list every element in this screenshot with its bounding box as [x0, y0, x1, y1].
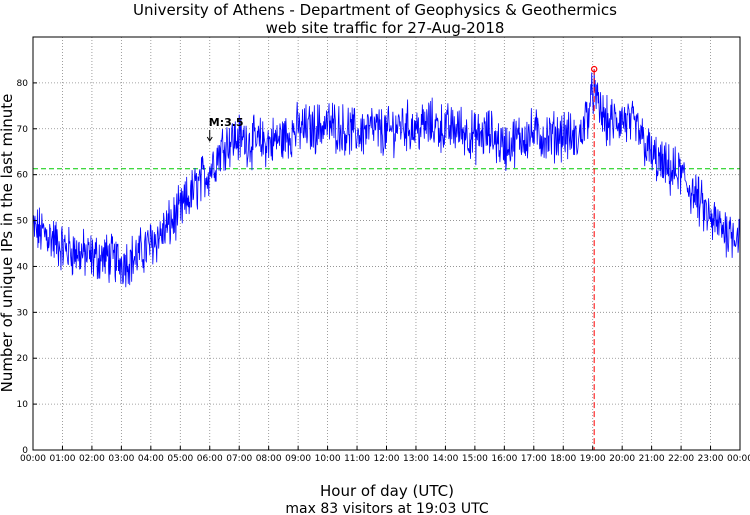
- x-tick-label: 02:00: [79, 454, 105, 464]
- x-tick-label: 18:00: [550, 454, 576, 464]
- x-tick-label: 14:00: [432, 454, 458, 464]
- y-tick-label: 70: [17, 125, 29, 135]
- event-annotation-label: M:3.5: [209, 116, 244, 129]
- x-tick-label: 13:00: [403, 454, 429, 464]
- x-tick-label: 17:00: [521, 454, 547, 464]
- y-tick-label: 0: [22, 446, 28, 456]
- x-axis-label: Hour of day (UTC): [320, 482, 454, 500]
- series-group: [32, 69, 741, 288]
- traffic-series-line: [32, 69, 741, 288]
- x-tick-label: 10:00: [315, 454, 341, 464]
- x-tick-label: 15:00: [462, 454, 488, 464]
- max-marker-point: [590, 65, 598, 73]
- x-tick-label: 23:00: [698, 454, 724, 464]
- y-tick-label: 30: [17, 308, 29, 318]
- y-tick-label: 20: [17, 354, 29, 364]
- y-tick-label: 80: [17, 79, 29, 89]
- y-tick-label: 60: [17, 171, 29, 181]
- x-tick-label: 19:00: [580, 454, 606, 464]
- y-tick-label: 10: [17, 400, 29, 410]
- x-tick-label: 21:00: [639, 454, 665, 464]
- x-tick-label: 01:00: [49, 454, 75, 464]
- x-tick-label: 06:00: [197, 454, 223, 464]
- x-tick-label: 00:00: [727, 454, 750, 464]
- grid: [33, 37, 740, 450]
- y-tick-label: 50: [17, 217, 29, 227]
- max-visitors-caption: max 83 visitors at 19:03 UTC: [285, 501, 488, 515]
- event-arrow-head: [206, 136, 213, 142]
- x-tick-label: 16:00: [491, 454, 517, 464]
- chart-title-line1: University of Athens - Department of Geo…: [133, 1, 617, 19]
- plot-area: [33, 37, 740, 450]
- x-ticks: 00:00 01:00 02:00 03:00 04:00 05:00 06:00 07:00…: [20, 446, 750, 464]
- x-tick-label: 03:00: [108, 454, 134, 464]
- max-marker-group: [590, 65, 598, 450]
- annotation-group: M:3.5: [206, 116, 244, 142]
- x-tick-label: 12:00: [374, 454, 400, 464]
- x-tick-label: 20:00: [609, 454, 635, 464]
- chart-title-line2: web site traffic for 27-Aug-2018: [266, 19, 505, 37]
- x-tick-label: 11:00: [344, 454, 370, 464]
- y-tick-label: 40: [17, 262, 29, 272]
- x-tick-label: 05:00: [167, 454, 193, 464]
- x-tick-label: 07:00: [226, 454, 252, 464]
- y-ticks: 0 10 20 30 40 50 60 70 80: [17, 79, 37, 456]
- x-tick-label: 08:00: [256, 454, 282, 464]
- x-tick-label: 04:00: [138, 454, 164, 464]
- x-tick-label: 09:00: [285, 454, 311, 464]
- x-tick-label: 22:00: [668, 454, 694, 464]
- y-axis-label: Number of unique IPs in the last minute: [0, 94, 16, 393]
- x-tick-label: 00:00: [20, 454, 46, 464]
